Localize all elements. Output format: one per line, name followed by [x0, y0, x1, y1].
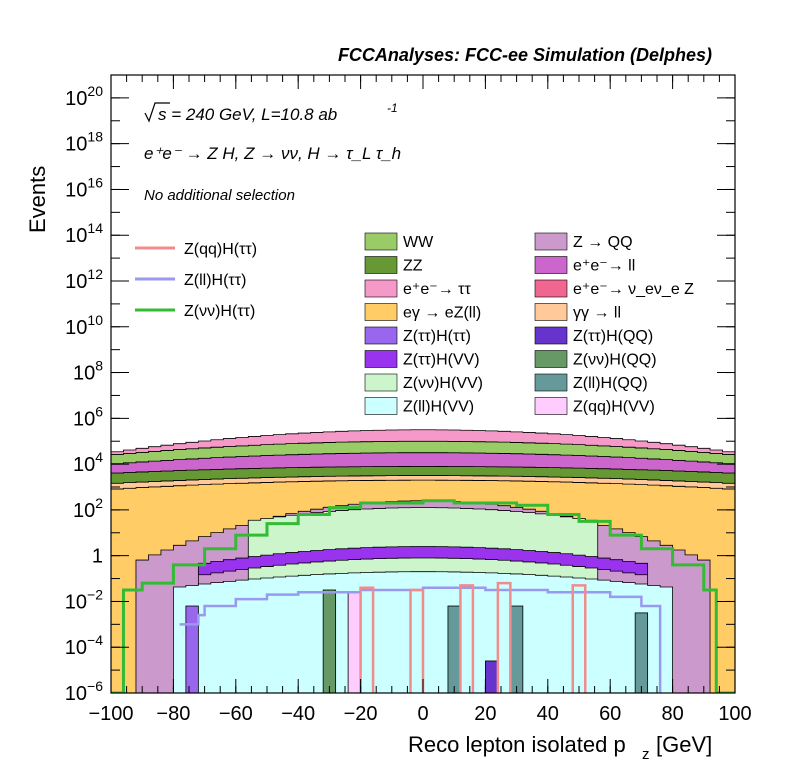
legend-line-label: Z(νν)H(ττ): [184, 303, 255, 320]
legend-fill-swatch: [534, 303, 568, 321]
legend-fill-label: eγ → eZ(ll): [403, 305, 481, 322]
legend-fill-swatch: [534, 232, 568, 251]
legend-fill-label: Z(νν)H(QQ): [573, 352, 657, 369]
y-tick-label: 10−2: [65, 586, 103, 613]
x-tick-label: −40: [281, 703, 315, 725]
signal-line-zvv-htautau: [111, 499, 735, 693]
legend-fill-label: WW: [403, 234, 434, 251]
legend-fill-label: Z(ττ)H(QQ): [573, 328, 653, 345]
energy-lumi-exponent: -1: [387, 101, 398, 115]
histogram-bin: [347, 591, 361, 693]
x-tick-label: −60: [219, 703, 253, 725]
svg-text:Reco lepton isolated p: Reco lepton isolated p: [408, 732, 626, 757]
y-axis: 10−6 10−4 10−2 1 102 104 106 108 1010 1012 1014 101…: [65, 74, 735, 705]
x-tick-label: −20: [344, 703, 378, 725]
x-tick-label: 20: [474, 703, 496, 725]
x-tick-label: 40: [537, 703, 559, 725]
legend-fill-label: Z(ττ)H(VV): [403, 352, 480, 369]
legend-fill-swatch: [534, 350, 568, 368]
x-axis-title-main: Reco lepton isolated p: [408, 732, 626, 757]
x-axis-title-unit: [GeV]: [656, 732, 712, 757]
y-axis-title: Events: [25, 166, 50, 233]
y-tick-label: 1020: [65, 83, 103, 110]
legend-line-label: Z(qq)H(ττ): [184, 241, 257, 258]
x-tick-label: 0: [417, 703, 428, 725]
annotations: s = 240 GeV, L=10.8 ab -1 e⁺e⁻ → Z H, Z …: [144, 101, 401, 204]
signal-line-zqq-htautau: [359, 586, 375, 693]
x-axis-title: Reco lepton isolated p z [GeV]: [408, 732, 712, 763]
legend-fill-label: ZZ: [403, 258, 423, 275]
legend-lines: Z(qq)H(ττ) Z(ll)H(ττ) Z(νν)H(ττ): [135, 241, 257, 320]
y-tick-label: 102: [73, 495, 103, 522]
chart-header: FCCAnalyses: FCC-ee Simulation (Delphes): [338, 45, 712, 65]
stack-layer: [111, 429, 735, 455]
x-tick-label: 100: [718, 703, 751, 725]
histogram-bin: [634, 612, 649, 693]
y-tick-label: 1010: [65, 312, 103, 339]
legend-fill-label: γγ → ll: [573, 305, 621, 322]
histogram-bin: [484, 660, 499, 693]
x-tick-label: −80: [156, 703, 190, 725]
legend-fill-label: Z(ττ)H(ττ): [403, 328, 471, 345]
legend-fill-swatch: [534, 397, 568, 415]
x-axis: −100 −80 −60 −40 −20 0 20 40 60 80 100: [88, 75, 752, 725]
signal-line-zqq-htautau: [571, 584, 587, 693]
process-label: e⁺e⁻ → Z H, Z → νν, H → τ_L τ_h: [144, 144, 401, 163]
legend-fill-label: Z(ll)H(QQ): [573, 375, 648, 392]
legend-fill-swatch: [364, 303, 398, 321]
signal-line-zqq-htautau: [409, 588, 425, 693]
sqrt-symbol: [144, 102, 170, 123]
energy-lumi-label: s = 240 GeV, L=10.8 ab: [158, 105, 337, 124]
signal-line-zqq-htautau: [459, 584, 475, 693]
histogram-bin: [447, 605, 461, 693]
legend-line-label: Z(ll)H(ττ): [184, 272, 246, 289]
legend-fill-swatch: [364, 232, 398, 251]
legend-fill-label: e⁺e⁻→ ν_eν_e Z: [573, 281, 694, 298]
legend-fill-swatch: [364, 350, 398, 368]
legend-fill-swatch: [364, 373, 398, 392]
legend-fill-label: e⁺e⁻→ ττ: [403, 281, 471, 298]
y-tick-label: 10−6: [65, 678, 103, 705]
y-tick-label: 1018: [65, 129, 103, 156]
legend-fill-swatch: [364, 279, 398, 298]
histogram-bin: [509, 605, 524, 693]
y-tick-label: 1: [92, 546, 103, 568]
y-tick-label: 108: [73, 358, 103, 385]
legend-fills: WW Z → QQ ZZ e⁺e⁻→ ll e⁺e⁻→ ττ e⁺e⁻→ ν_eν_e Z…: [364, 232, 694, 416]
y-tick-label: 104: [73, 449, 103, 476]
legend-fill-swatch: [534, 373, 568, 392]
y-tick-label: 10−4: [65, 632, 103, 659]
histogram-bin: [185, 605, 199, 693]
legend-fill-swatch: [364, 397, 398, 415]
legend-fill-swatch: [534, 279, 568, 298]
legend-fill-swatch: [534, 256, 568, 274]
y-tick-label: 1012: [65, 266, 103, 293]
legend-fill-label: Z → QQ: [573, 234, 633, 251]
legend-fill-swatch: [364, 326, 398, 345]
selection-label: No additional selection: [144, 187, 295, 204]
histogram-bin: [322, 589, 337, 693]
y-tick-label: 106: [73, 403, 103, 430]
legend-fill-label: Z(νν)H(VV): [403, 375, 483, 392]
legend-fill-label: Z(ll)H(VV): [403, 399, 474, 416]
y-tick-label: 1016: [65, 174, 103, 201]
x-tick-label: 80: [661, 703, 683, 725]
x-tick-label: −100: [88, 703, 133, 725]
x-tick-label: 60: [599, 703, 621, 725]
signal-lines: [111, 499, 735, 693]
signal-line-zqq-htautau: [496, 581, 512, 693]
x-axis-title-sub: z: [642, 746, 650, 763]
y-tick-label: 1014: [65, 220, 103, 247]
legend-fill-swatch: [534, 326, 568, 345]
legend-fill-label: Z(qq)H(VV): [573, 399, 655, 416]
stack-layer: [111, 546, 735, 693]
legend-fill-swatch: [364, 256, 398, 274]
legend-fill-label: e⁺e⁻→ ll: [573, 258, 635, 275]
